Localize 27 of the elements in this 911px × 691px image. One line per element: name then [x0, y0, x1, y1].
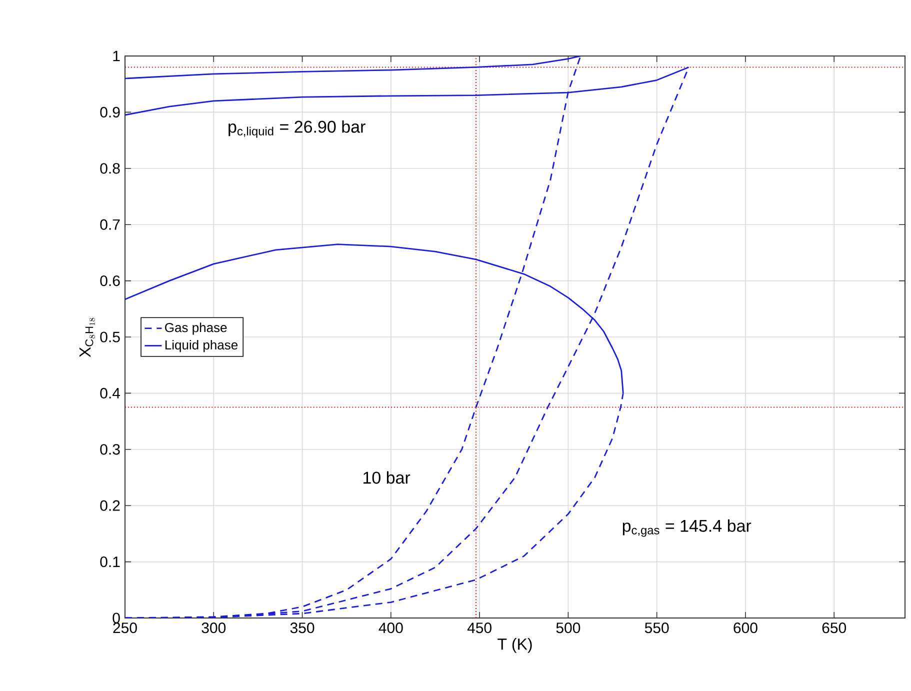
x-tick-label: 350 — [290, 622, 314, 634]
y-tick-label: 0.5 — [100, 332, 120, 342]
annotation: p$_{c,gas}$ = 145.4 bar — [622, 519, 752, 537]
legend-label: Liquid phase — [165, 340, 238, 352]
x-tick-label: 500 — [556, 622, 580, 634]
y-tick-label: 0 — [112, 612, 120, 624]
y-tick-label: 0.9 — [100, 106, 120, 118]
x-tick-label: 650 — [822, 622, 846, 634]
x-tick-label: 550 — [644, 622, 669, 634]
x-axis-title: T (K) — [498, 638, 532, 653]
y-tick-label: 0.8 — [100, 163, 120, 174]
y-tick-label: 0.3 — [100, 444, 120, 455]
annotation: p$_{c,liquid}$ = 26.90 bar — [228, 120, 366, 138]
y-tick-label: 0.4 — [100, 388, 120, 398]
y-tick-label: 0.1 — [100, 556, 120, 568]
x-tick-label: 600 — [734, 622, 758, 634]
y-tick-label: 0.6 — [100, 275, 120, 286]
y-tick-label: 1 — [113, 50, 120, 62]
x-tick-label: 400 — [378, 622, 403, 634]
y-tick-label: 0.2 — [100, 500, 120, 511]
y-tick-label: 0.7 — [100, 219, 120, 230]
x-tick-label: 450 — [467, 622, 492, 634]
x-tick-label: 250 — [113, 622, 137, 634]
x-tick-label: 300 — [202, 622, 226, 634]
legend-label: Gas phase — [165, 322, 227, 335]
annotation: 10 bar — [364, 471, 410, 484]
y-axis-title: $\mathrm{X}_{\mathrm{C}_8\mathrm{H}_{18}}$ — [80, 318, 95, 358]
